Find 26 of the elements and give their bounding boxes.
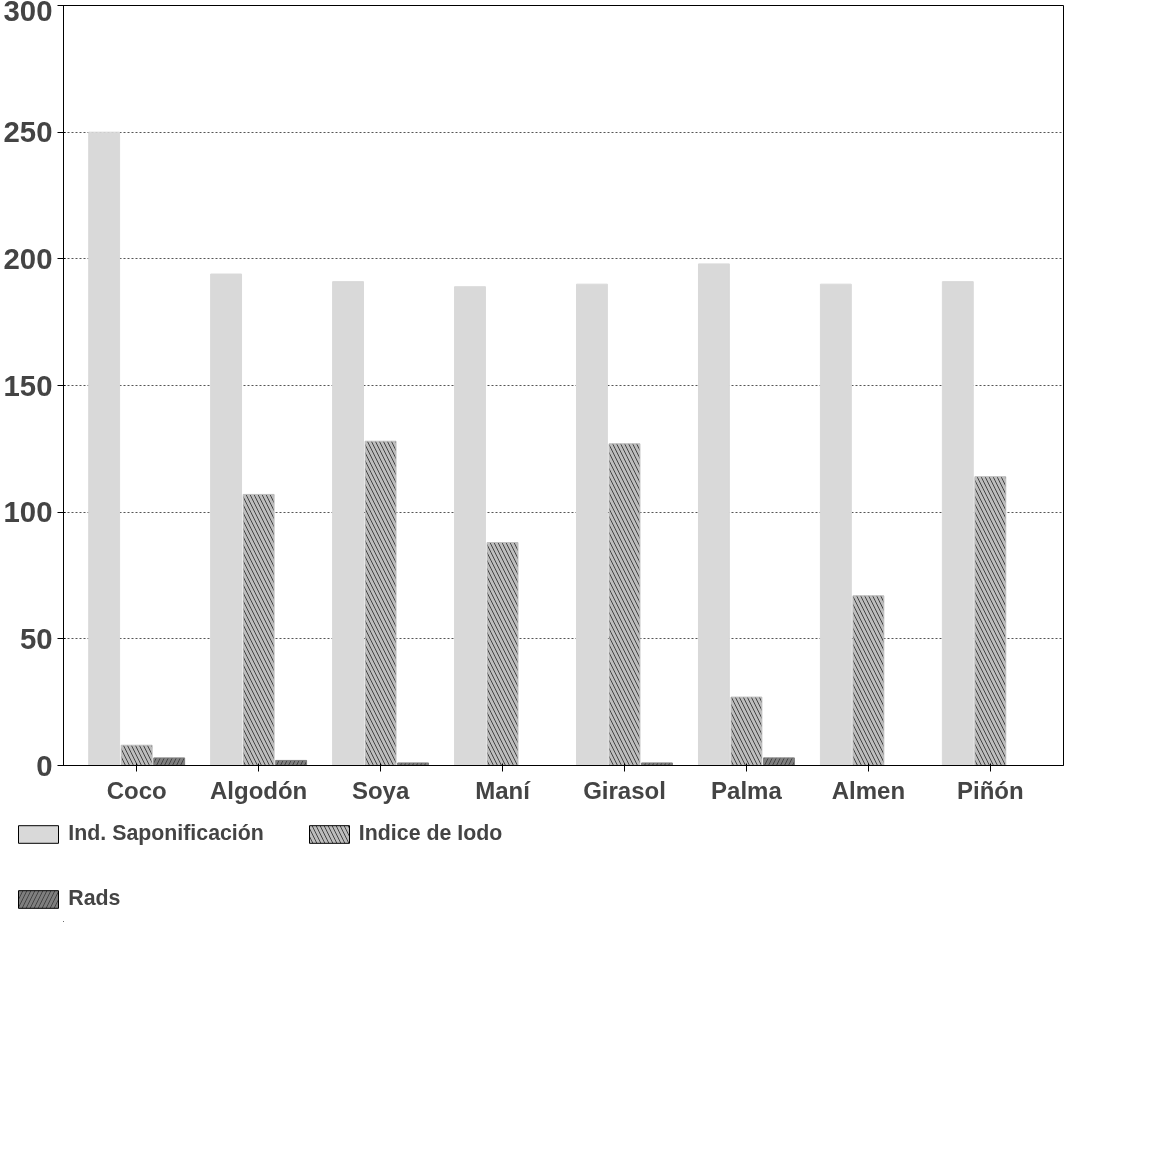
x-tick-label: Soya [351, 776, 410, 804]
x-tick-label: Piñón [957, 776, 1024, 804]
y-tick-label: 200 [3, 241, 53, 275]
bar [210, 273, 243, 766]
y-tick-label: 250 [3, 115, 53, 149]
x-tick-label: Coco [106, 776, 167, 804]
x-tick-label: Almen [831, 776, 906, 804]
y-tick-label: 100 [3, 495, 53, 529]
bar [454, 286, 486, 766]
y-tick-label: 50 [19, 621, 53, 655]
legend-label: Rads [68, 886, 121, 911]
legend-label: Ind. Saponificación [68, 821, 264, 846]
bar [88, 131, 121, 766]
y-tick-label: 300 [3, 0, 53, 27]
x-tick-label: Maní [475, 776, 532, 804]
bar [941, 281, 974, 766]
bar [819, 283, 852, 766]
legend-label: Indice de Iodo [358, 821, 503, 846]
x-tick-label: Algodón [209, 776, 308, 804]
y-tick-label: 150 [3, 368, 53, 402]
bar [332, 281, 364, 766]
bar [697, 263, 730, 766]
x-tick-label: Girasol [583, 776, 666, 804]
bar [576, 283, 608, 766]
y-tick-label: 0 [36, 748, 53, 782]
x-tick-label: Palma [711, 776, 783, 804]
